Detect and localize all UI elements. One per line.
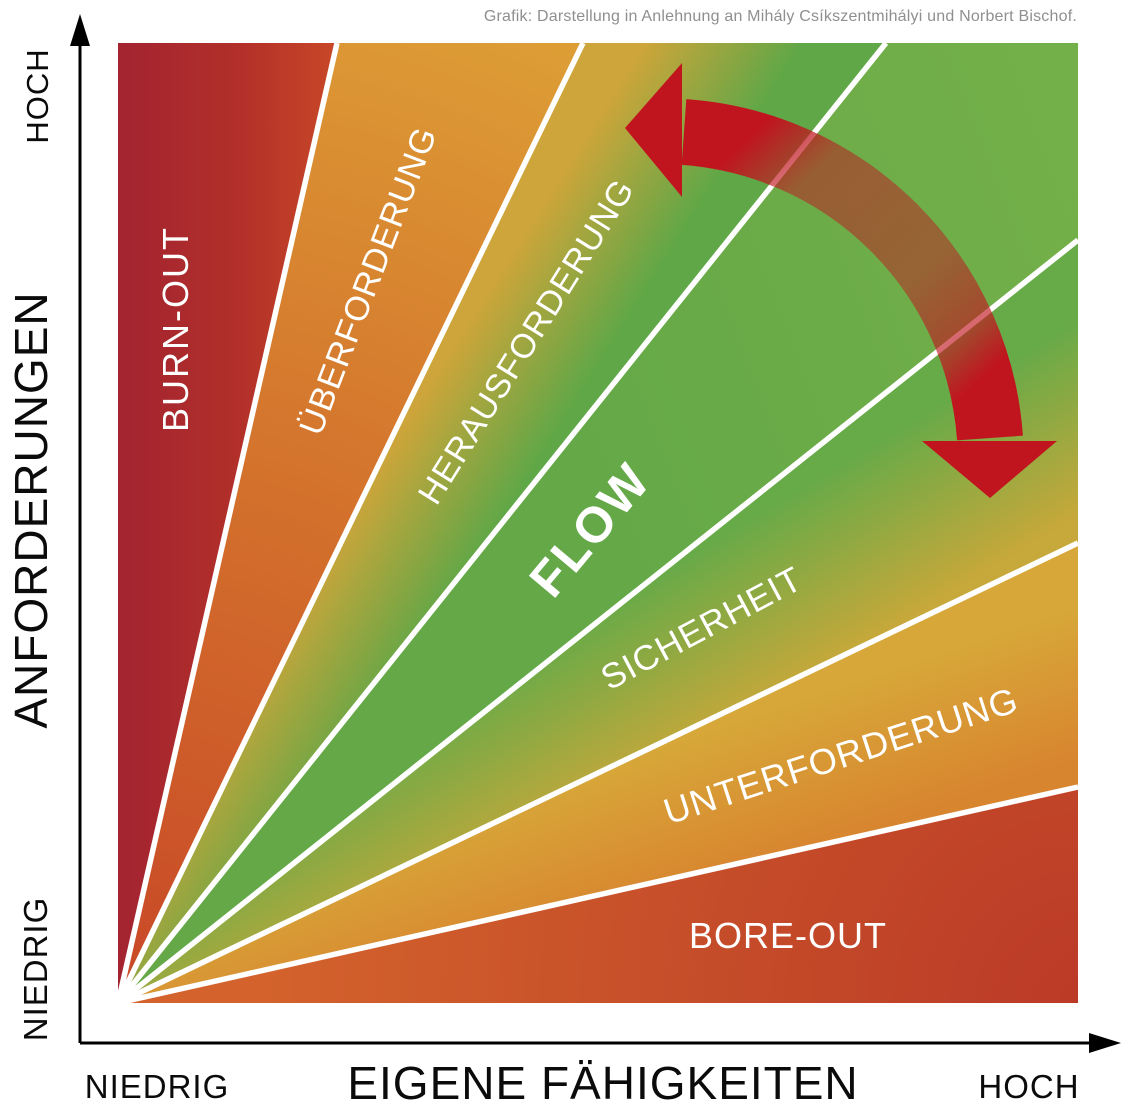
y-axis-max-label: HOCH	[20, 48, 55, 144]
x-axis-min-label: NIEDRIG	[84, 1068, 230, 1105]
x-axis-title: EIGENE FÄHIGKEITEN	[347, 1057, 859, 1109]
divider-line-1	[115, 42, 340, 1004]
zone-divider-lines	[115, 41, 1080, 1006]
divider-line-5	[116, 540, 1080, 1006]
y-axis-min-label: NIEDRIG	[17, 896, 54, 1042]
zone-label-unterforderung: UNTERFORDERUNG	[658, 678, 1024, 833]
zone-label-ueberforderung: ÜBERFORDERUNG	[292, 121, 445, 441]
zone-label-boreout: BORE-OUT	[688, 915, 888, 956]
divider-line-2	[115, 41, 586, 1005]
zone-label-burnout: BURN-OUT	[155, 226, 196, 432]
axes-graphic	[70, 14, 1121, 1053]
zone-label-flow: FLOW	[518, 452, 662, 608]
zone-label-sicherheit: SICHERHEIT	[594, 559, 809, 698]
x-axis-max-label: HOCH	[978, 1068, 1080, 1105]
x-axis-arrowhead-icon	[1089, 1033, 1121, 1053]
attribution-caption: Grafik: Darstellung in Anlehnung an Mihá…	[483, 8, 1077, 25]
y-axis-title: ANFORDERUNGEN	[5, 291, 57, 729]
zone-label-herausforderung: HERAUSFORDERUNG	[410, 172, 643, 512]
divider-line-6	[117, 784, 1079, 1006]
y-axis-arrowhead-icon	[70, 14, 90, 46]
